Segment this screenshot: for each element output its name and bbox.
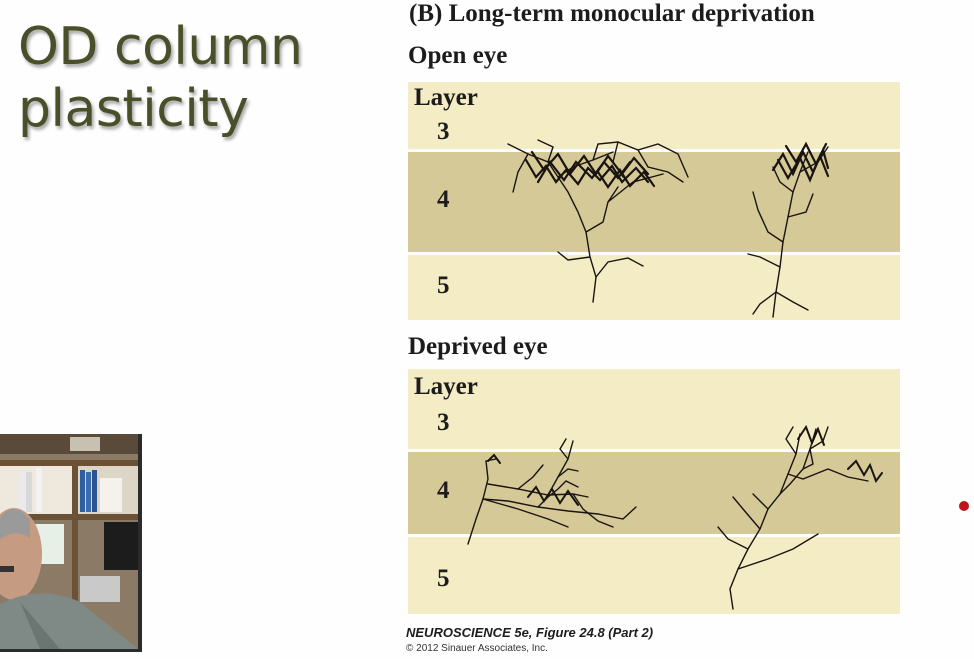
divider: [408, 534, 900, 537]
deprived-layer-3-band: [408, 369, 900, 449]
divider: [408, 449, 900, 452]
deprived-layer-5-band: [408, 537, 900, 614]
divider: [408, 149, 900, 152]
open-layer-5-band: [408, 255, 900, 320]
laser-pointer-dot: [959, 501, 969, 511]
open-eye-axon-arbors: [507, 139, 830, 318]
figure-label: (B) Long-term monocular deprivation: [409, 0, 815, 27]
open-layer-4-label: 4: [437, 186, 450, 213]
open-layer-header: Layer: [414, 84, 478, 111]
figure-copyright: © 2012 Sinauer Associates, Inc.: [406, 643, 548, 654]
deprived-eye-axon-arbors: [467, 424, 883, 610]
open-left-arbor-trunk: [557, 176, 597, 303]
slide-title: OD column plasticity: [18, 16, 303, 140]
figure-caption: NEUROSCIENCE 5e, Figure 24.8 (Part 2): [406, 625, 654, 640]
open-eye-panel: Layer 3 4 5: [408, 82, 900, 320]
open-layer-3-band: [408, 82, 900, 150]
deprived-layer-4-label: 4: [437, 477, 450, 504]
deprived-layer-header: Layer: [414, 373, 478, 400]
deprived-right-arbor-trunk: [729, 433, 801, 610]
deprived-layer-5-label: 5: [437, 565, 450, 592]
open-right-arbor-trunk: [772, 151, 809, 318]
slide-title-line1: OD column: [18, 17, 303, 77]
open-layer-3-label: 3: [437, 118, 450, 145]
open-eye-label: Open eye: [408, 42, 508, 69]
deprived-eye-label: Deprived eye: [408, 333, 548, 360]
deprived-layer-4-band: [408, 452, 900, 534]
deprived-eye-panel: Layer 3 4 5: [408, 369, 900, 614]
deprived-layer-3-label: 3: [437, 409, 450, 436]
presenter-video-feed-icon: [0, 434, 138, 649]
divider: [408, 252, 900, 255]
slide-title-line2: plasticity: [18, 79, 249, 139]
open-layer-5-label: 5: [437, 272, 450, 299]
presenter-webcam: [0, 434, 142, 652]
